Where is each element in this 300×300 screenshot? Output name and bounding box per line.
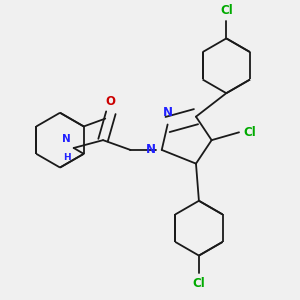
Text: Cl: Cl — [193, 277, 205, 290]
Text: O: O — [106, 95, 116, 108]
Text: N: N — [62, 134, 71, 144]
Text: Cl: Cl — [220, 4, 233, 17]
Text: N: N — [163, 106, 172, 118]
Text: H: H — [63, 153, 71, 162]
Text: N: N — [146, 143, 156, 156]
Text: Cl: Cl — [243, 126, 256, 139]
